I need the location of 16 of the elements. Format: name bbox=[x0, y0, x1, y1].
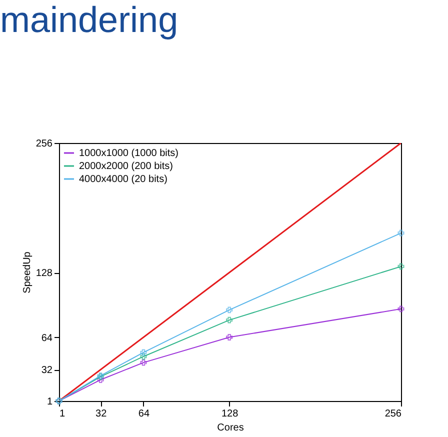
x-axis-title: Cores bbox=[217, 422, 244, 434]
x-tick-label: 32 bbox=[96, 408, 108, 420]
x-tick-label: 64 bbox=[138, 408, 150, 420]
x-tick-label: 1 bbox=[60, 408, 66, 420]
y-tick-label: 64 bbox=[41, 332, 53, 344]
y-tick-label: 128 bbox=[36, 268, 53, 280]
y-tick-label: 32 bbox=[41, 365, 53, 376]
y-tick-label: 256 bbox=[36, 138, 53, 150]
x-tick-label: 256 bbox=[384, 408, 402, 420]
legend-label: 2000x2000 (200 bits) bbox=[79, 161, 173, 172]
y-axis-title: SpeedUp bbox=[22, 251, 33, 294]
x-tick-label: 128 bbox=[221, 408, 239, 420]
legend-label: 1000x1000 (1000 bits) bbox=[79, 148, 179, 159]
chart-title: maindering bbox=[0, 0, 178, 40]
y-tick-label: 1 bbox=[46, 396, 53, 408]
legend-label: 4000x4000 (20 bits) bbox=[79, 174, 168, 185]
